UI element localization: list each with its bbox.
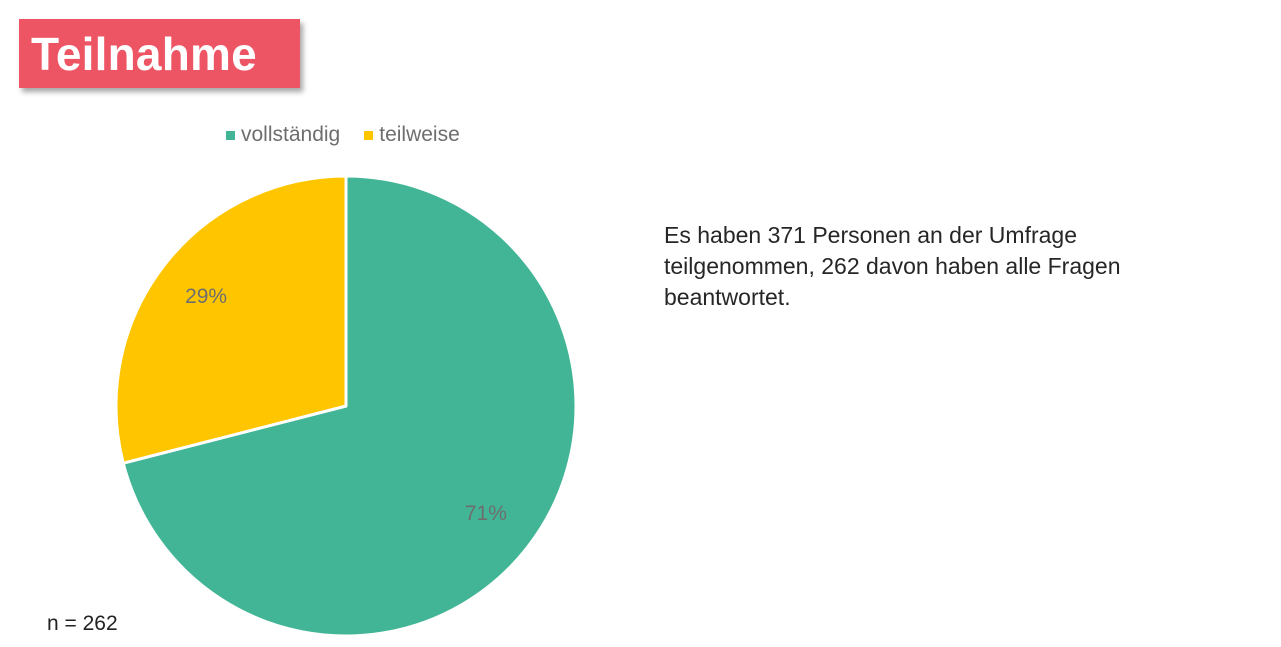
page-title: Teilnahme xyxy=(31,27,257,80)
description-text: Es haben 371 Personen an der Umfrage tei… xyxy=(664,222,1121,310)
chart-legend: vollständig teilweise xyxy=(226,123,484,147)
title-banner: Teilnahme xyxy=(19,19,300,88)
pie-slice-teilweise xyxy=(114,174,348,465)
legend-swatch-teilweise xyxy=(364,130,374,140)
legend-label-vollstaendig: vollständig xyxy=(241,123,341,146)
pie-label-teilweise: 29% xyxy=(185,285,227,308)
legend-item-teilweise: teilweise xyxy=(364,123,460,147)
pie-slice-vollstaendig xyxy=(121,174,578,638)
sample-size-label: n = 262 xyxy=(47,612,118,635)
legend-label-teilweise: teilweise xyxy=(379,123,460,146)
legend-swatch-vollstaendig xyxy=(226,130,235,140)
pie-label-vollstaendig: 71% xyxy=(465,502,507,525)
legend-item-vollstaendig: vollständig xyxy=(226,123,340,147)
